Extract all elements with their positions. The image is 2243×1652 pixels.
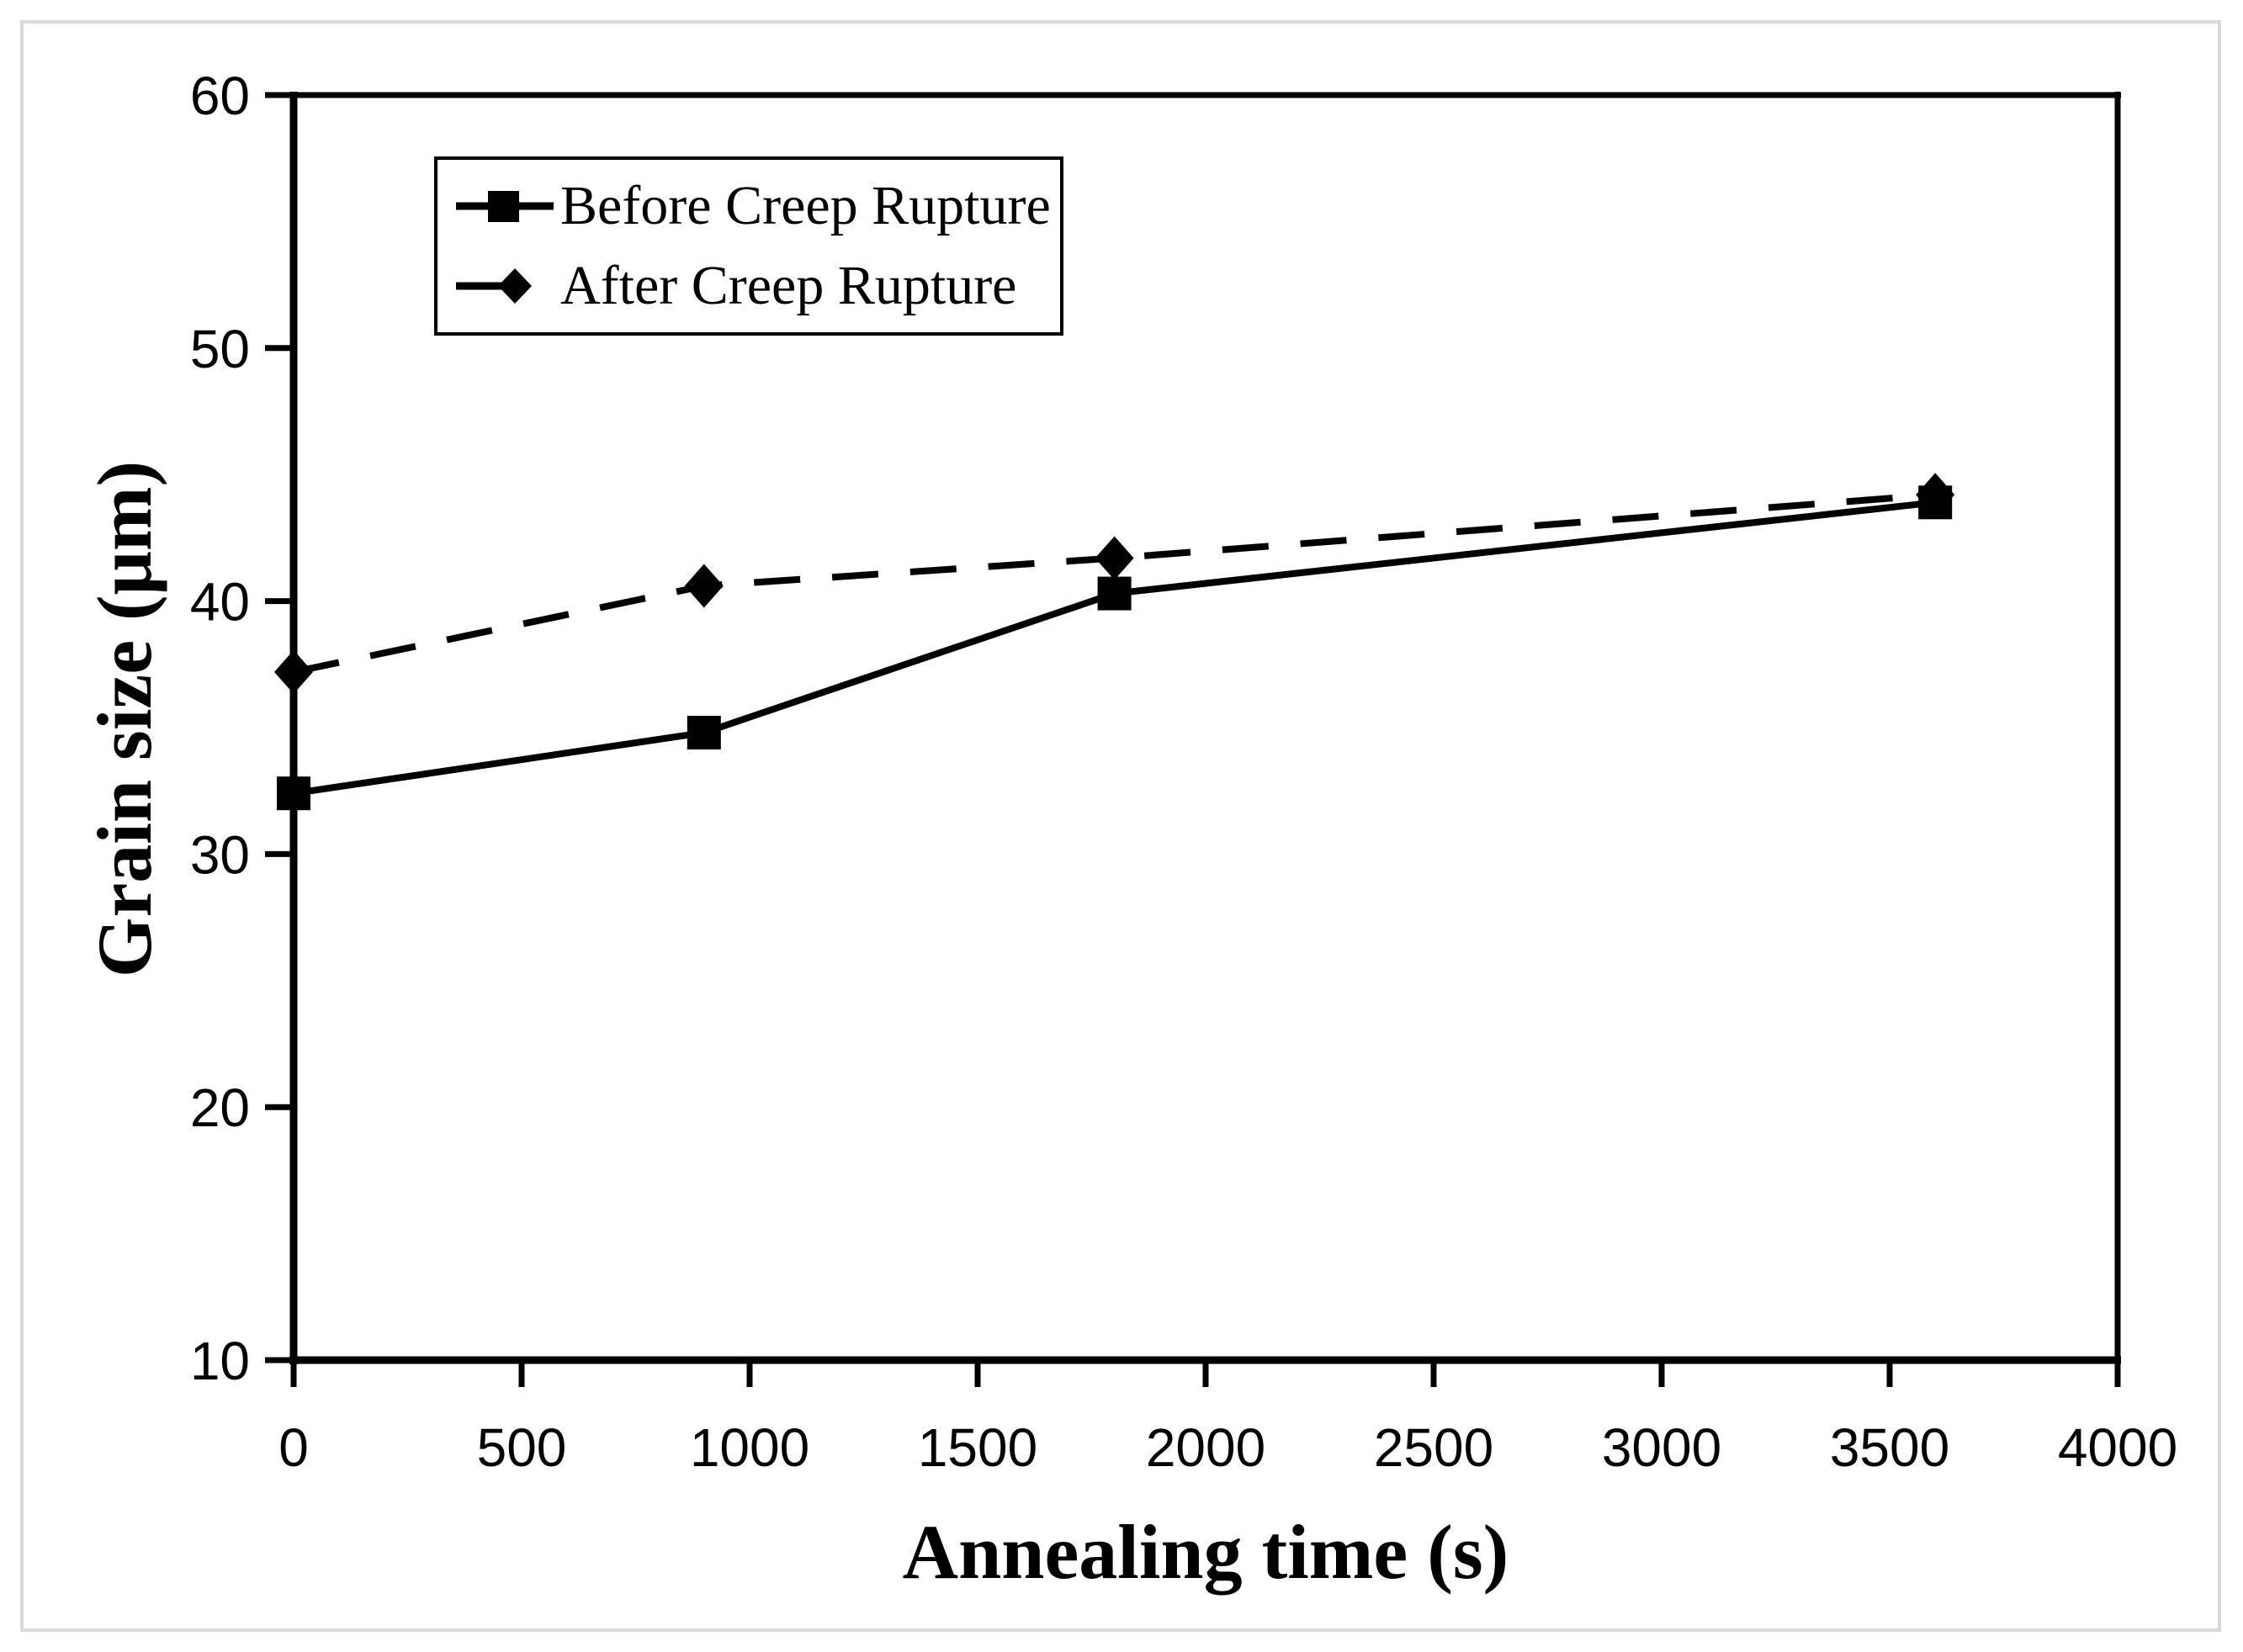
y-tick-label: 10 bbox=[190, 1331, 250, 1391]
legend-item-before: Before Creep Rupture bbox=[454, 178, 1060, 234]
x-tick-label: 4000 bbox=[2058, 1417, 2177, 1478]
y-tick-label: 30 bbox=[190, 824, 250, 885]
marker-diamond bbox=[274, 649, 313, 694]
legend-label-after: After Creep Rupture bbox=[560, 254, 1017, 316]
x-tick-label: 3000 bbox=[1602, 1417, 1721, 1478]
marker-square bbox=[1097, 576, 1132, 611]
x-tick-label: 1500 bbox=[918, 1417, 1037, 1478]
legend-label-before: Before Creep Rupture bbox=[560, 175, 1051, 237]
x-tick-label: 500 bbox=[477, 1417, 567, 1478]
x-axis-title: Annealing time (s) bbox=[902, 1509, 1509, 1595]
marker-diamond bbox=[684, 564, 724, 608]
marker-diamond bbox=[1916, 473, 1955, 517]
y-tick-label: 40 bbox=[190, 572, 250, 633]
y-tick-label: 20 bbox=[190, 1078, 250, 1138]
x-tick-label: 0 bbox=[278, 1417, 309, 1478]
solid-line-square-marker-icon bbox=[456, 191, 554, 223]
legend: Before Creep Rupture After Creep Rupture bbox=[434, 156, 1063, 336]
y-tick-label: 60 bbox=[190, 66, 250, 126]
marker-square bbox=[277, 776, 310, 811]
series-line-before bbox=[293, 499, 1936, 797]
dashed-line-diamond-marker-icon bbox=[456, 267, 532, 304]
y-axis-title: Grain size (μm) bbox=[82, 460, 167, 978]
x-tick-label: 2000 bbox=[1146, 1417, 1265, 1478]
marker-square bbox=[687, 716, 721, 750]
y-tick-label: 50 bbox=[190, 319, 250, 379]
marker-diamond bbox=[1095, 536, 1134, 580]
x-tick-label: 3500 bbox=[1830, 1417, 1949, 1478]
x-tick-label: 1000 bbox=[690, 1417, 809, 1478]
x-tick-label: 2500 bbox=[1374, 1417, 1493, 1478]
legend-item-after: After Creep Rupture bbox=[454, 254, 1060, 316]
